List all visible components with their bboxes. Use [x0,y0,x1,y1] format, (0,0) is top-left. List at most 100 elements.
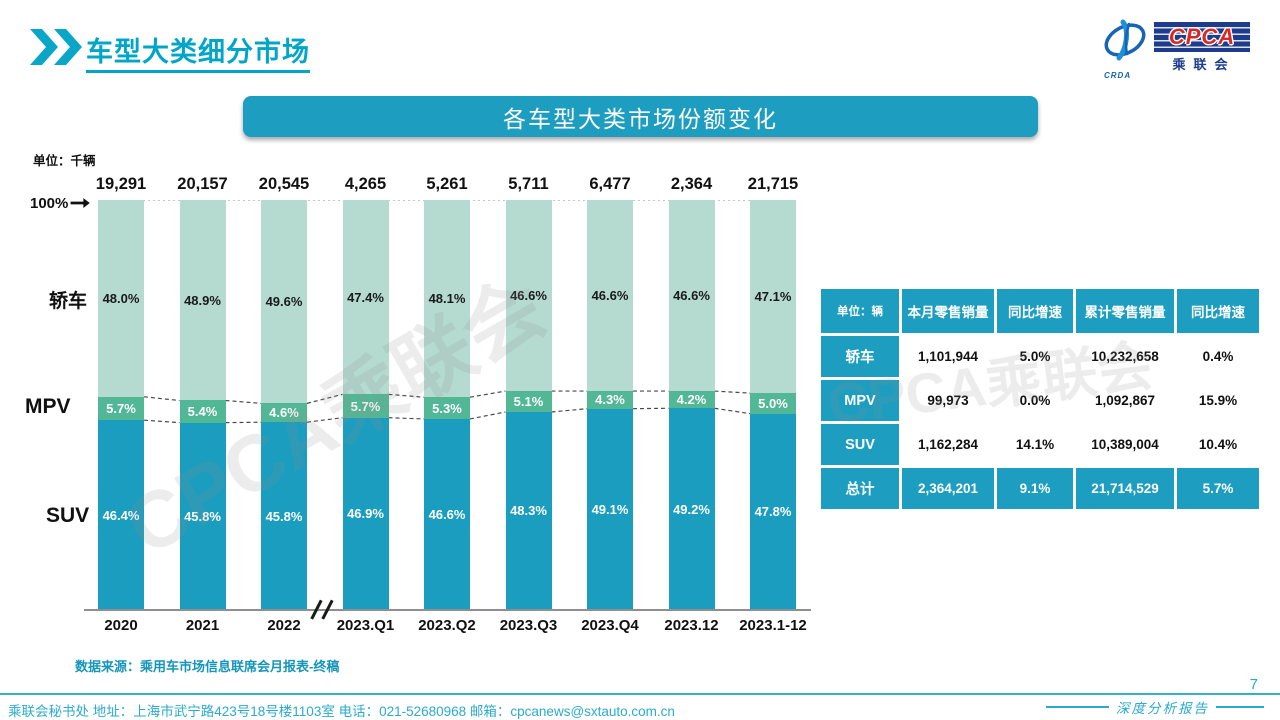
segment-value-label: 48.9% [184,292,221,308]
table-row-SUV: SUV 1,162,284 14.1% 10,389,004 10.4% [821,424,1259,465]
cpca-logo-subtitle: 乘联会 [1172,57,1236,72]
segment-SUV: 46.4% [98,420,144,611]
table-cell: 10,389,004 [1076,424,1174,465]
table-header-cell: 累计零售销量 [1076,289,1174,333]
bar-total-label: 19,291 [95,175,147,193]
table-row-MPV: MPV 99,973 0.0% 1,092,867 15.9% [821,380,1259,421]
stacked-bar-2020: 48.0% 5.7% 46.4% [98,200,144,611]
x-axis-label: 2023.1-12 [739,617,807,634]
segment-value-label: 47.4% [347,289,384,305]
segment-SUV: 46.6% [424,418,470,610]
crda-label: CRDA [1104,71,1132,80]
x-axis-line [84,609,811,611]
cpca-logo: CRDA CPCA 乘联会 [1102,16,1252,80]
segment-SUV: 45.8% [261,422,307,610]
table-row-label: 轿车 [821,336,899,377]
table-cell: 10.4% [1177,424,1259,465]
segment-MPV: 4.2% [668,391,715,409]
x-axis-label: 2022 [267,617,301,634]
segment-MPV: 5.7% [98,396,144,421]
segment-value-label: 5.3% [432,400,462,416]
report-label: 深度分析报告 [1116,701,1209,717]
cpca-flag: CPCA [1154,22,1250,52]
x-axis-label: 2021 [185,617,220,634]
share-table: 单位：辆 本月零售销量 同比增速 累计零售销量 同比增速 轿车 1,101,944 5.0% 1… [818,286,1262,512]
segment-value-label: 49.2% [673,501,710,517]
badge-line [1216,706,1264,708]
segment-MPV: 5.7% [342,394,389,418]
segment-value-label: 46.6% [510,288,547,304]
segment-SUV: 47.8% [750,413,796,610]
segment-SUV: 46.9% [342,417,389,610]
table-row-label: 总计 [821,468,899,509]
stacked-bar-2023.12: 46.6% 4.2% 49.2% [668,200,715,610]
x-axis-label: 2023.Q2 [418,617,476,634]
stacked-bar-2021: 48.9% 5.4% 45.8% [179,200,226,611]
x-axis-label: 2020 [104,617,138,634]
segment-轿车: 49.6% [261,200,307,404]
section-banner: 各车型大类市场份额变化 [243,96,1038,137]
segment-value-label: 45.8% [265,508,303,524]
x-axis-label: 2023.Q3 [499,617,558,634]
bar-total-label: 21,715 [747,175,799,193]
table-cell: 0.4% [1177,336,1259,377]
segment-value-label: 5.7% [106,400,136,416]
segment-MPV: 5.1% [505,391,552,412]
stacked-bar-2023.Q3: 46.6% 5.1% 48.3% [505,200,552,610]
stacked-bar-2023.1-12: 47.1% 5.0% 47.8% [750,200,796,610]
segment-轿车: 48.9% [179,200,226,401]
segment-value-label: 48.1% [428,291,466,307]
table-row-总计: 总计 2,364,201 9.1% 21,714,529 5.7% [821,468,1259,509]
segment-value-label: 46.6% [428,506,466,522]
bar-total-label: 20,545 [258,175,310,193]
segment-value-label: 45.8% [184,509,221,524]
table-cell: 5.0% [997,336,1073,377]
axis-100-marker: 100% ➞ [30,192,91,215]
table-row-轿车: 轿车 1,101,944 5.0% 10,232,658 0.4% [821,336,1259,377]
table-cell: 0.0% [997,380,1073,421]
stacked-bar-2023.Q4: 46.6% 4.3% 49.1% [587,200,633,610]
cpca-wordmark: CPCA [1168,24,1236,49]
footer-contact: 乘联会秘书处 地址：上海市武宁路423号18号楼1103室 电话：021-526… [8,704,675,719]
report-badge: 深度分析报告 [1046,697,1264,717]
segment-轿车: 46.6% [668,200,715,392]
segment-value-label: 48.0% [102,290,140,306]
crda-emblem-icon [1104,19,1146,61]
source-note: 数据来源：乘用车市场信息联席会月报表-终稿 [75,659,340,674]
stacked-bar-2023.Q1: 47.4% 5.7% 46.9% [342,200,389,610]
table-cell: 5.7% [1177,468,1259,509]
banner-title: 各车型大类市场份额变化 [503,105,778,132]
table-cell: 1,162,284 [902,424,994,465]
stacked-bar-2022: 49.6% 4.6% 45.8% [261,200,307,610]
bar-total-label: 2,364 [670,175,713,193]
plot-area: 48.0% 5.7% 46.4% 19,291 2020 48.9% 5.4% 45.8% 20… [96,175,807,634]
table-header-cell: 本月零售销量 [902,289,994,333]
segment-value-label: 46.6% [591,288,629,304]
segment-value-label: 4.3% [595,392,625,408]
double-chevron-icon [30,29,82,65]
series-label-suv: SUV [46,504,90,527]
segment-value-label: 49.6% [265,294,303,310]
segment-value-label: 4.6% [269,405,299,421]
table-unit-header: 单位：辆 [821,289,899,333]
series-label-sedan: 轿车 [49,291,88,312]
segment-SUV: 48.3% [505,411,552,610]
segment-轿车: 48.0% [98,200,144,397]
axis-100-label: 100% [30,195,69,212]
stacked-bar-2023.Q2: 48.1% 5.3% 46.6% [424,200,470,610]
table-cell: 9.1% [997,468,1073,509]
segment-value-label: 49.1% [591,501,629,517]
bar-total-label: 5,261 [426,175,468,193]
segment-MPV: 5.0% [750,393,796,414]
segment-轿车: 48.1% [424,200,470,398]
segment-MPV: 5.3% [424,397,470,419]
segment-value-label: 5.7% [350,398,381,414]
series-label-mpv: MPV [25,395,71,418]
table-header-cell: 同比增速 [1177,289,1259,333]
table-header-cell: 同比增速 [997,289,1073,333]
arrow-right-icon: ➞ [69,193,91,214]
segment-轿车: 47.1% [750,200,796,394]
segment-value-label: 5.1% [513,394,544,409]
bar-total-label: 5,711 [508,175,549,193]
